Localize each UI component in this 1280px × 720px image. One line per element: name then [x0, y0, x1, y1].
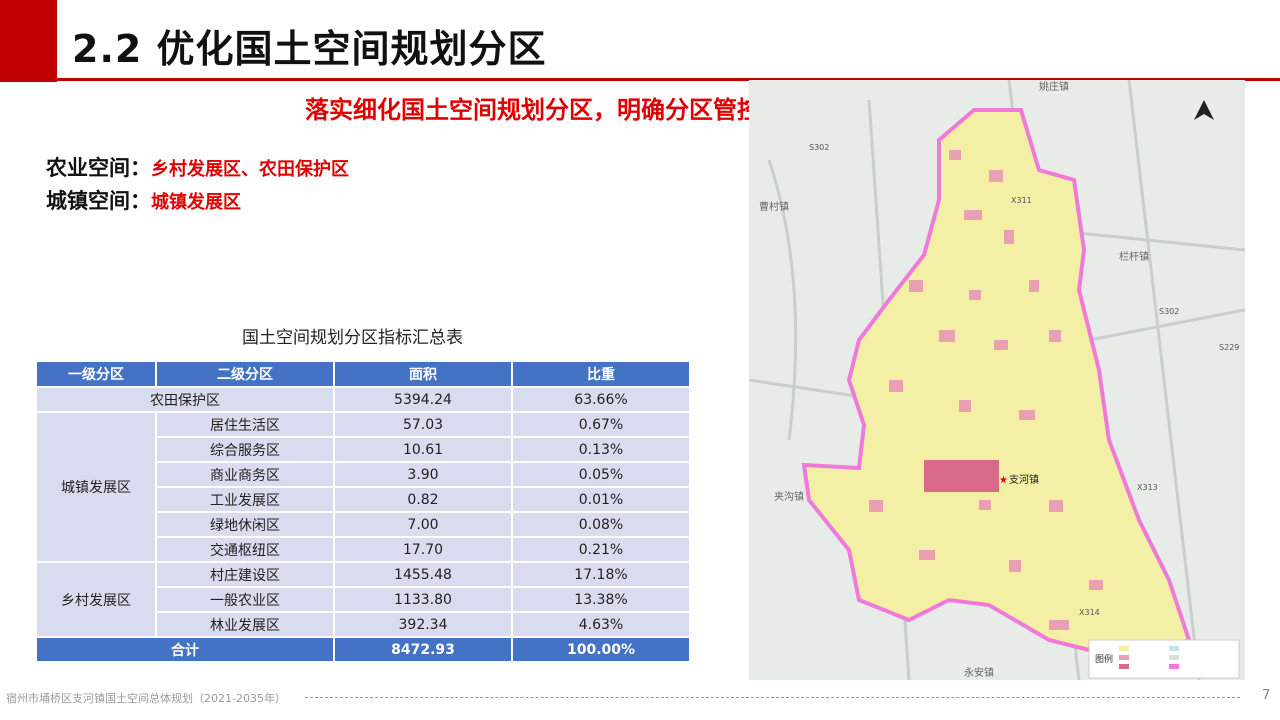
ratio-cell: 0.05% — [513, 463, 689, 486]
agri-space-row: 农业空间：乡村发展区、农田保护区 — [46, 152, 349, 182]
ratio-cell: 0.13% — [513, 438, 689, 461]
label-yongan: 永安镇 — [964, 666, 994, 679]
area-cell: 7.00 — [335, 513, 511, 536]
ratio-cell: 13.38% — [513, 588, 689, 611]
header-ratio: 比重 — [513, 362, 689, 386]
rural-group-cell: 乡村发展区 — [37, 563, 155, 636]
table-row: 城镇发展区 居住生活区 57.03 0.67% — [37, 413, 689, 561]
name-cell: 综合服务区 — [157, 438, 333, 461]
label-s229: S229 — [1219, 343, 1239, 352]
zoning-map: ★ 姚庄镇 曹村镇 栏杆镇 夹沟镇 永安镇 支河镇 S302 S302 X311… — [749, 80, 1245, 680]
page-number: 7 — [1262, 688, 1271, 703]
label-caocun: 曹村镇 — [759, 200, 789, 213]
area-cell: 1133.80 — [335, 588, 511, 611]
town-center — [924, 460, 999, 492]
area-cell: 10.61 — [335, 438, 511, 461]
label-x313: X313 — [1137, 483, 1158, 492]
label-zhihe: 支河镇 — [1009, 473, 1039, 486]
compass-icon — [1194, 100, 1214, 120]
table-header-row: 一级分区 二级分区 面积 比重 — [37, 362, 689, 386]
label-lanqian: 栏杆镇 — [1119, 250, 1149, 263]
footer-text: 宿州市埇桥区支河镇国土空间总体规划（2021-2035年） — [6, 692, 286, 705]
header-level1: 一级分区 — [37, 362, 155, 386]
agri-space-value: 乡村发展区、农田保护区 — [151, 159, 349, 180]
slide-subtitle: 落实细化国土空间规划分区，明确分区管控规则 — [305, 96, 809, 124]
legend-title: 图例 — [1095, 653, 1113, 665]
total-area-cell: 8472.93 — [335, 638, 511, 661]
urban-space-label: 城镇空间： — [46, 189, 151, 213]
total-ratio-cell: 100.00% — [513, 638, 689, 661]
ratio-cell: 17.18% — [513, 563, 689, 586]
village-patches — [869, 150, 1103, 630]
urban-space-value: 城镇发展区 — [151, 192, 241, 213]
page-title: 2.2 优化国土空间规划分区 — [72, 27, 547, 71]
area-cell: 392.34 — [335, 613, 511, 636]
name-cell: 林业发展区 — [157, 613, 333, 636]
name-cell: 村庄建设区 — [157, 563, 333, 586]
name-cell: 绿地休闲区 — [157, 513, 333, 536]
title-underline — [57, 78, 1280, 81]
area-cell: 5394.24 — [335, 388, 511, 411]
label-x311: X311 — [1011, 196, 1032, 205]
footer-divider — [305, 697, 1240, 698]
area-cell: 0.82 — [335, 488, 511, 511]
area-cell: 3.90 — [335, 463, 511, 486]
ratio-cell: 0.67% — [513, 413, 689, 436]
table-row: 商业商务区 3.90 0.05% — [37, 463, 689, 486]
label-s302-a: S302 — [809, 143, 829, 152]
title-accent-block — [0, 0, 57, 82]
name-cell: 一般农业区 — [157, 588, 333, 611]
map-legend: 图例 — [1088, 639, 1240, 679]
label-x314: X314 — [1079, 608, 1100, 617]
area-cell: 57.03 — [335, 413, 511, 436]
table-row: 绿地休闲区 7.00 0.08% — [37, 513, 689, 536]
label-s302-b: S302 — [1159, 307, 1179, 316]
name-cell: 商业商务区 — [157, 463, 333, 486]
name-cell: 居住生活区 — [157, 413, 333, 436]
table-row: 综合服务区 10.61 0.13% — [37, 438, 689, 461]
ratio-cell: 0.01% — [513, 488, 689, 511]
header-area: 面积 — [335, 362, 511, 386]
urban-group-cell: 城镇发展区 — [37, 413, 155, 561]
table-row: 交通枢纽区 17.70 0.21% — [37, 538, 689, 561]
zoning-table: 一级分区 二级分区 面积 比重 农田保护区 5394.24 63.66% 城镇发… — [35, 360, 691, 663]
area-cell: 1455.48 — [335, 563, 511, 586]
svg-text:★: ★ — [999, 475, 1008, 486]
total-row: 合计 8472.93 100.00% — [37, 638, 689, 661]
ratio-cell: 0.21% — [513, 538, 689, 561]
table-row: 林业发展区 392.34 4.63% — [37, 613, 689, 636]
area-cell: 17.70 — [335, 538, 511, 561]
urban-space-row: 城镇空间：城镇发展区 — [46, 185, 241, 215]
town-boundary — [801, 108, 1192, 663]
table-title: 国土空间规划分区指标汇总表 — [242, 328, 463, 348]
table-row: 乡村发展区 村庄建设区 1455.48 17.18% — [37, 563, 689, 636]
ratio-cell: 63.66% — [513, 388, 689, 411]
name-cell: 工业发展区 — [157, 488, 333, 511]
ratio-cell: 4.63% — [513, 613, 689, 636]
ratio-cell: 0.08% — [513, 513, 689, 536]
agri-space-label: 农业空间： — [46, 156, 151, 180]
total-label-cell: 合计 — [37, 638, 333, 661]
label-jiagou: 夹沟镇 — [774, 490, 804, 503]
table-row: 一般农业区 1133.80 13.38% — [37, 588, 689, 611]
header-level2: 二级分区 — [157, 362, 333, 386]
farm-name-cell: 农田保护区 — [37, 388, 333, 411]
table-row: 工业发展区 0.82 0.01% — [37, 488, 689, 511]
name-cell: 交通枢纽区 — [157, 538, 333, 561]
label-yaozhuang: 姚庄镇 — [1039, 80, 1069, 93]
table-row: 农田保护区 5394.24 63.66% — [37, 388, 689, 411]
